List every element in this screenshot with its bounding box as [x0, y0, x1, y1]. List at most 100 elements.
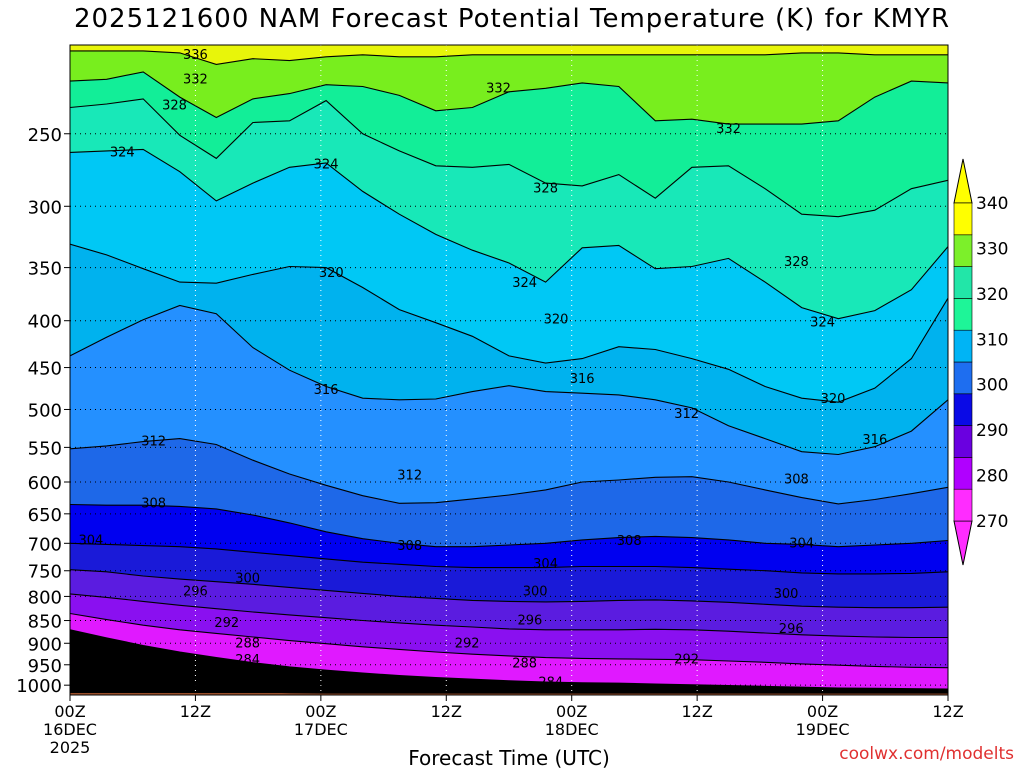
contour-label: 288	[235, 636, 260, 651]
contour-300	[70, 569, 948, 609]
contour-308	[70, 503, 948, 548]
grid	[70, 45, 948, 695]
colorbar-label: 270	[976, 512, 1008, 532]
contour-label: 332	[716, 122, 741, 137]
x-axis-label: Forecast Time (UTC)	[408, 746, 610, 768]
colorbar-label: 290	[976, 421, 1008, 441]
contour-296	[70, 593, 948, 639]
x-tick-label: 00Z	[305, 702, 336, 721]
contour-labels: 336 332 332 332 328 328 328 324 324 324 324 320 320 3…	[78, 48, 887, 691]
contour-label: 308	[617, 534, 642, 549]
contour-label: 316	[862, 433, 887, 448]
y-tick-label: 750	[28, 562, 62, 583]
x-tick-label: 12Z	[932, 702, 963, 721]
contour-label: 320	[821, 392, 846, 407]
contour-label: 296	[779, 622, 804, 637]
credit-link[interactable]: coolwx.com/modelts	[839, 744, 1014, 764]
contour-label: 292	[455, 636, 480, 651]
x-tick-label: 19DEC	[796, 720, 850, 739]
contour-label: 316	[314, 383, 339, 398]
plot-area	[70, 45, 948, 695]
contour-label: 320	[319, 266, 344, 281]
colorbar-label: 330	[976, 239, 1008, 259]
x-tick-label: 12Z	[431, 702, 462, 721]
y-tick-label: 900	[28, 634, 62, 655]
contour-324	[70, 148, 948, 320]
contour-316	[70, 304, 948, 456]
band-280	[70, 663, 948, 695]
contour-label: 332	[183, 72, 208, 87]
y-axis: 2503003504004505005506006507007508008509…	[16, 125, 70, 697]
contour-label: 304	[533, 557, 558, 572]
contour-label: 292	[214, 616, 239, 631]
contour-336	[70, 50, 948, 65]
contour-label: 300	[235, 572, 260, 587]
contour-label: 324	[314, 157, 339, 172]
contour-312	[70, 438, 948, 505]
y-tick-label: 650	[28, 505, 62, 526]
contour-280	[70, 663, 948, 694]
contour-label: 312	[397, 468, 422, 483]
colorbar-swatch-360	[953, 202, 973, 236]
contour-label: 308	[141, 496, 166, 511]
colorbar-label: 280	[976, 467, 1008, 487]
y-tick-label: 500	[28, 400, 62, 421]
contour-label: 296	[183, 584, 208, 599]
y-tick-label: 250	[28, 125, 62, 146]
x-tick-label: 17DEC	[294, 720, 348, 739]
contour-label: 312	[674, 407, 699, 422]
x-tick-label: 12Z	[180, 702, 211, 721]
x-tick-label: 00Z	[807, 702, 838, 721]
x-tick-label: 18DEC	[545, 720, 599, 739]
y-tick-label: 300	[28, 197, 62, 218]
contour-320	[70, 243, 948, 403]
colorbar-label: 300	[976, 376, 1008, 396]
contour-328	[70, 98, 948, 218]
contour-label: 300	[523, 584, 548, 599]
colorbar-swatch-280	[953, 457, 973, 490]
contour-label: 324	[110, 145, 135, 160]
contour-label: 308	[397, 539, 422, 554]
x-tick-label: 12Z	[681, 702, 712, 721]
y-tick-label: 700	[28, 534, 62, 555]
contour-304	[70, 542, 948, 575]
contour-label: 328	[162, 99, 187, 114]
x-tick-label: 16DEC	[43, 720, 97, 739]
contour-label: 296	[517, 614, 542, 629]
contour-284	[70, 646, 948, 693]
colorbar-label: 310	[976, 330, 1008, 350]
contour-label: 336	[183, 48, 208, 63]
colorbar-swatch-350	[953, 234, 973, 267]
x-tick-label: 00Z	[54, 702, 85, 721]
colorbar-swatch-320	[953, 329, 973, 363]
x-tick-label: 2025	[50, 738, 91, 757]
contour-292	[70, 612, 948, 669]
colorbar-label: 320	[976, 285, 1008, 305]
contour-label: 324	[512, 276, 537, 291]
y-tick-label: 450	[28, 359, 62, 380]
y-tick-label: 850	[28, 612, 62, 633]
contour-label: 300	[774, 587, 799, 602]
colorbar-swatch-340	[953, 266, 973, 299]
chart-title: 2025121600 NAM Forecast Potential Temper…	[73, 4, 951, 34]
contour-lines	[70, 50, 948, 694]
contour-label: 324	[810, 316, 835, 331]
contour-label: 288	[512, 657, 537, 672]
contour-label: 280	[214, 663, 239, 678]
contour-288	[70, 629, 948, 690]
contour-label: 328	[533, 182, 558, 197]
colorbar-label: 340	[976, 194, 1008, 214]
band-288	[70, 629, 948, 695]
contour-label: 328	[784, 255, 809, 270]
colorbar-arrow-high	[953, 158, 973, 204]
contour-label: 320	[544, 313, 569, 328]
colorbar-swatch-310	[953, 361, 973, 395]
contour-label: 312	[141, 435, 166, 450]
y-tick-label: 350	[28, 259, 62, 280]
y-tick-label: 1000	[16, 676, 62, 697]
plot-border	[69, 44, 949, 696]
contour-label: 304	[789, 536, 814, 551]
colorbar-swatch-290	[953, 425, 973, 458]
contour-label: 304	[78, 533, 103, 548]
